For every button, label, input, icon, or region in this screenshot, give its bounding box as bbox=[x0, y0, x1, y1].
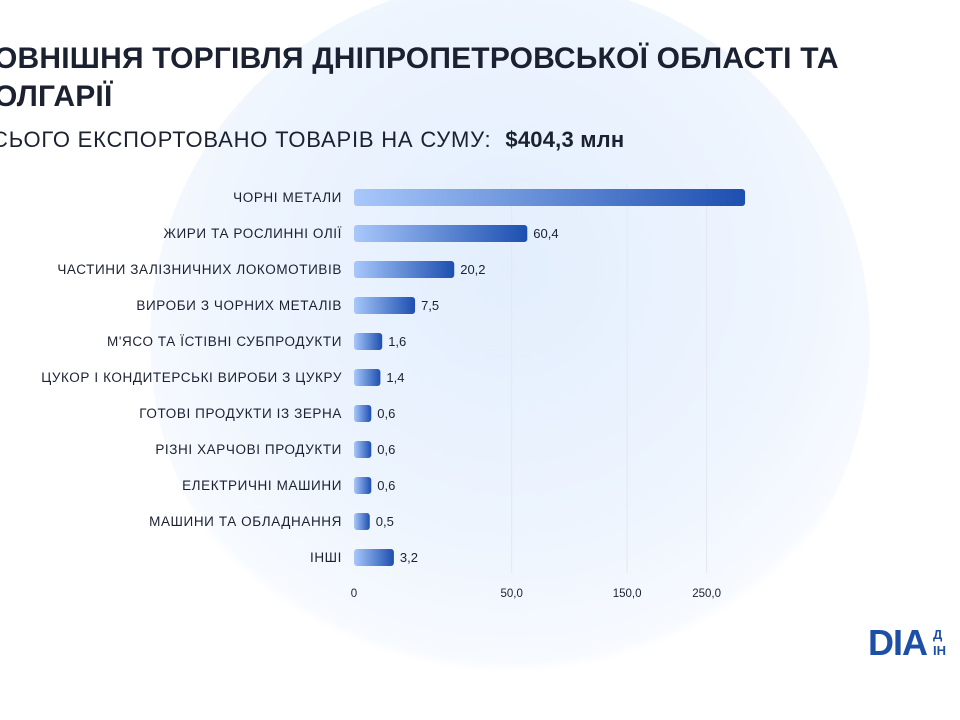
x-tick-label: 150,0 bbox=[613, 588, 642, 600]
category-label: ЖИРИ ТА РОСЛИННІ ОЛІЇ bbox=[163, 226, 342, 241]
page-title: ОВНІШНЯ ТОРГІВЛЯ ДНІПРОПЕТРОВСЬКОЇ ОБЛАС… bbox=[0, 42, 839, 113]
export-summary-label: СЬОГО ЕКСПОРТОВАНО ТОВАРІВ НА СУМУ: bbox=[0, 127, 492, 152]
x-axis-ticks: 0 50,0 150,0 250,0 bbox=[351, 588, 721, 600]
background-circle bbox=[150, 0, 870, 700]
logo-side-top: Д bbox=[933, 627, 943, 642]
value-label: 0,6 bbox=[377, 478, 395, 493]
category-label: МАШИНИ ТА ОБЛАДНАННЯ bbox=[149, 514, 342, 529]
category-label: ВИРОБИ З ЧОРНИХ МЕТАЛІВ bbox=[136, 298, 342, 313]
export-total-amount: $404,3 млн bbox=[505, 127, 625, 152]
category-labels: ЧОРНІ МЕТАЛИ ЖИРИ ТА РОСЛИННІ ОЛІЇ 60,4 ЧАС… bbox=[41, 190, 558, 565]
bar bbox=[354, 189, 746, 206]
bar bbox=[354, 297, 416, 314]
value-label: 20,2 bbox=[460, 262, 485, 277]
value-label: 1,4 bbox=[386, 370, 404, 385]
export-summary: СЬОГО ЕКСПОРТОВАНО ТОВАРІВ НА СУМУ: $404,… bbox=[0, 127, 624, 153]
category-label: ЕЛЕКТРИЧНІ МАШИНИ bbox=[182, 478, 342, 493]
logo-side-text: Д ІН bbox=[933, 627, 946, 659]
bar bbox=[354, 549, 394, 566]
logo-mark: DІA bbox=[868, 622, 928, 663]
value-label: 1,6 bbox=[388, 334, 406, 349]
value-label: 0,6 bbox=[377, 442, 395, 457]
bar bbox=[354, 369, 381, 386]
x-tick-label: 50,0 bbox=[500, 588, 522, 600]
value-label: 0,5 bbox=[376, 514, 394, 529]
bar bbox=[354, 225, 528, 242]
value-label: 7,5 bbox=[421, 298, 439, 313]
bar bbox=[354, 261, 455, 278]
x-tick-label: 250,0 bbox=[692, 588, 721, 600]
category-label: РІЗНІ ХАРЧОВІ ПРОДУКТИ bbox=[155, 442, 342, 457]
value-label: 3,2 bbox=[400, 550, 418, 565]
bar bbox=[354, 333, 383, 350]
bar bbox=[354, 441, 372, 458]
category-label: ЧОРНІ МЕТАЛИ bbox=[233, 190, 342, 205]
bar bbox=[354, 405, 372, 422]
bar bbox=[354, 513, 370, 530]
x-tick-label: 0 bbox=[351, 588, 357, 600]
category-label: ЦУКОР І КОНДИТЕРСЬКІ ВИРОБИ З ЦУКРУ bbox=[41, 370, 342, 385]
bar bbox=[354, 477, 372, 494]
value-label: 60,4 bbox=[533, 226, 558, 241]
category-label: М'ЯСО ТА ЇСТІВНІ СУБПРОДУКТИ bbox=[107, 334, 342, 349]
bars bbox=[354, 189, 746, 566]
logo-side-bottom: ІН bbox=[933, 643, 946, 658]
category-label: ІНШІ bbox=[310, 550, 342, 565]
value-label: 0,6 bbox=[377, 406, 395, 421]
category-label: ГОТОВІ ПРОДУКТИ ІЗ ЗЕРНА bbox=[139, 406, 342, 421]
grid-lines bbox=[511, 183, 708, 573]
dia-logo: DІA Д ІН bbox=[868, 622, 946, 664]
category-label: ЧАСТИНИ ЗАЛІЗНИЧНИХ ЛОКОМОТИВІВ bbox=[57, 262, 342, 277]
